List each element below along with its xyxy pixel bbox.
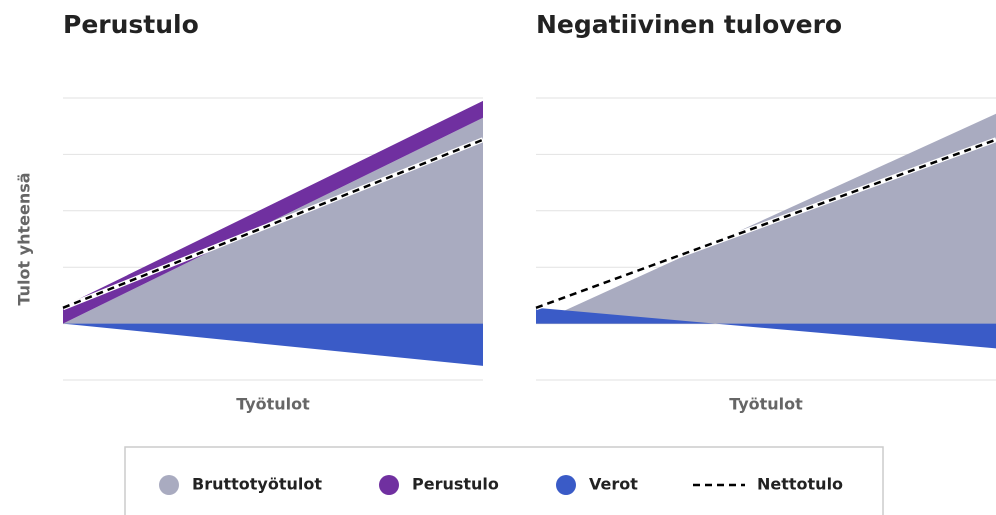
chart-title: Negatiivinen tulovero xyxy=(536,10,842,39)
chart-title: Perustulo xyxy=(63,10,199,39)
legend-swatch xyxy=(556,475,576,495)
x-axis-label: Työtulot xyxy=(236,395,310,414)
y-axis-label: Tulot yhteensä xyxy=(15,172,34,305)
area xyxy=(536,113,996,324)
line xyxy=(535,138,996,309)
area xyxy=(63,323,483,366)
legend-swatch xyxy=(379,475,399,495)
line xyxy=(62,138,484,309)
area xyxy=(536,307,996,349)
x-axis-label: Työtulot xyxy=(729,395,803,414)
legend-label: Bruttotyötulot xyxy=(192,475,322,494)
area xyxy=(63,117,483,324)
legend-label: Nettotulo xyxy=(757,475,843,494)
legend-label: Perustulo xyxy=(412,475,499,494)
legend-label: Verot xyxy=(589,475,638,494)
legend-swatch xyxy=(159,475,179,495)
legend-box xyxy=(124,446,884,515)
